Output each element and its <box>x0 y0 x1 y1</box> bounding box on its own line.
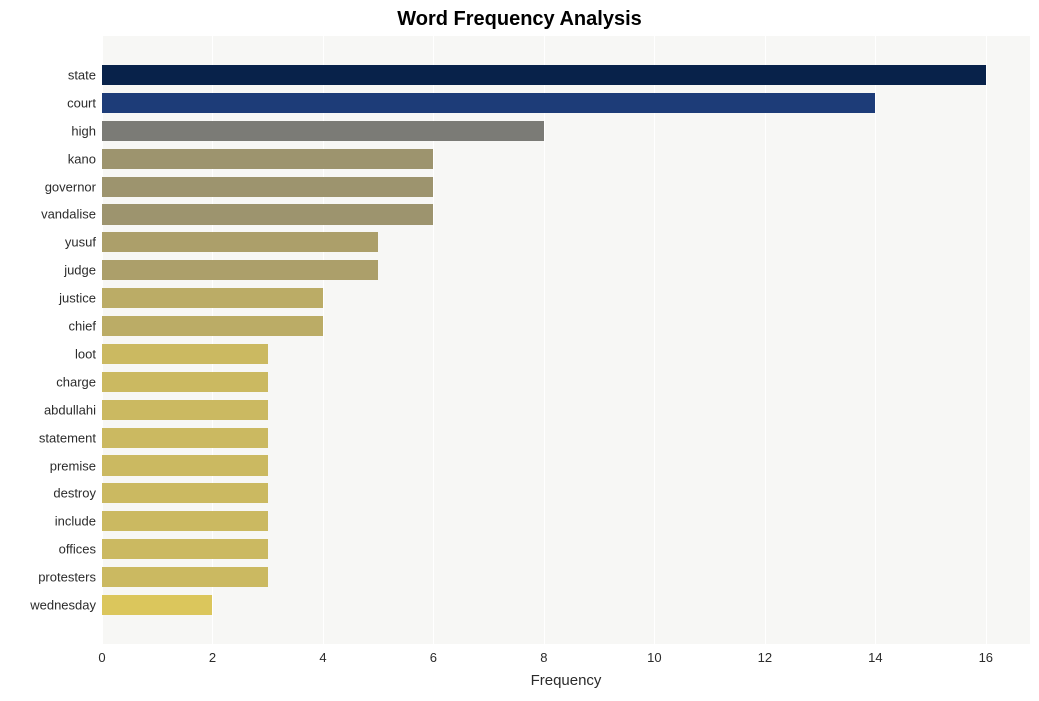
y-tick-label: wednesday <box>30 597 102 612</box>
bar <box>102 483 268 503</box>
bar <box>102 567 268 587</box>
bar <box>102 260 378 280</box>
bar <box>102 232 378 252</box>
y-tick-label: justice <box>59 291 102 306</box>
x-tick-label: 0 <box>98 644 105 665</box>
bar <box>102 511 268 531</box>
plot-area: Frequency 0246810121416statecourthighkan… <box>102 36 1030 644</box>
bar <box>102 344 268 364</box>
x-tick-label: 2 <box>209 644 216 665</box>
bar <box>102 149 433 169</box>
bar <box>102 595 212 615</box>
y-tick-label: state <box>68 68 102 83</box>
grid-line <box>986 36 987 644</box>
bar <box>102 400 268 420</box>
x-tick-label: 4 <box>319 644 326 665</box>
y-tick-label: protesters <box>38 570 102 585</box>
bar <box>102 316 323 336</box>
y-tick-label: charge <box>56 374 102 389</box>
x-tick-label: 12 <box>758 644 772 665</box>
y-tick-label: offices <box>59 542 102 557</box>
bar <box>102 121 544 141</box>
bar <box>102 539 268 559</box>
bar <box>102 93 875 113</box>
bar <box>102 428 268 448</box>
grid-line <box>875 36 876 644</box>
y-tick-label: kano <box>68 151 102 166</box>
x-tick-label: 6 <box>430 644 437 665</box>
y-tick-label: destroy <box>53 486 102 501</box>
word-frequency-chart: Word Frequency Analysis Frequency 024681… <box>0 0 1039 701</box>
grid-line <box>765 36 766 644</box>
y-tick-label: loot <box>75 346 102 361</box>
bar <box>102 372 268 392</box>
bar <box>102 288 323 308</box>
bar <box>102 65 986 85</box>
y-tick-label: high <box>71 123 102 138</box>
bar <box>102 177 433 197</box>
x-tick-label: 8 <box>540 644 547 665</box>
chart-title: Word Frequency Analysis <box>0 8 1039 31</box>
x-tick-label: 16 <box>979 644 993 665</box>
y-tick-label: statement <box>39 430 102 445</box>
x-tick-label: 10 <box>647 644 661 665</box>
y-tick-label: yusuf <box>65 235 102 250</box>
y-tick-label: include <box>55 514 102 529</box>
x-tick-label: 14 <box>868 644 882 665</box>
bar <box>102 455 268 475</box>
y-tick-label: governor <box>45 179 102 194</box>
bar <box>102 204 433 224</box>
y-tick-label: judge <box>64 263 102 278</box>
y-tick-label: premise <box>50 458 102 473</box>
y-tick-label: court <box>67 95 102 110</box>
grid-line <box>654 36 655 644</box>
y-tick-label: chief <box>69 319 102 334</box>
y-tick-label: vandalise <box>41 207 102 222</box>
x-axis-title: Frequency <box>531 672 602 689</box>
grid-line <box>544 36 545 644</box>
y-tick-label: abdullahi <box>44 402 102 417</box>
